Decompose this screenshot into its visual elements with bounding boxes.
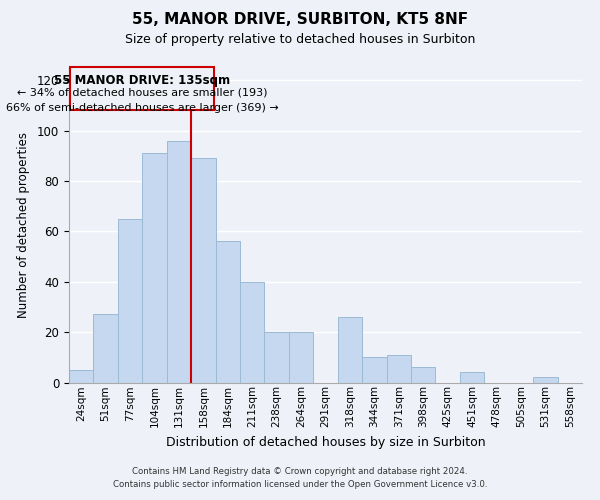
Bar <box>215 242 240 382</box>
Bar <box>240 282 265 382</box>
X-axis label: Distribution of detached houses by size in Surbiton: Distribution of detached houses by size … <box>166 436 485 448</box>
Text: 55 MANOR DRIVE: 135sqm: 55 MANOR DRIVE: 135sqm <box>54 74 230 87</box>
Bar <box>70 68 214 110</box>
Text: Size of property relative to detached houses in Surbiton: Size of property relative to detached ho… <box>125 32 475 46</box>
Text: 55, MANOR DRIVE, SURBITON, KT5 8NF: 55, MANOR DRIVE, SURBITON, KT5 8NF <box>132 12 468 28</box>
Bar <box>386 355 411 382</box>
Bar <box>460 372 484 382</box>
Bar <box>289 332 313 382</box>
Bar <box>167 140 191 382</box>
Bar <box>362 358 386 382</box>
Bar <box>265 332 289 382</box>
Bar <box>118 218 142 382</box>
Bar <box>411 368 436 382</box>
Bar <box>191 158 215 382</box>
Bar <box>94 314 118 382</box>
Bar <box>533 378 557 382</box>
Text: 66% of semi-detached houses are larger (369) →: 66% of semi-detached houses are larger (… <box>6 103 278 113</box>
Text: Contains HM Land Registry data © Crown copyright and database right 2024.
Contai: Contains HM Land Registry data © Crown c… <box>113 467 487 489</box>
Text: ← 34% of detached houses are smaller (193): ← 34% of detached houses are smaller (19… <box>17 88 268 98</box>
Y-axis label: Number of detached properties: Number of detached properties <box>17 132 30 318</box>
Bar <box>338 317 362 382</box>
Bar <box>69 370 94 382</box>
Bar <box>142 153 167 382</box>
